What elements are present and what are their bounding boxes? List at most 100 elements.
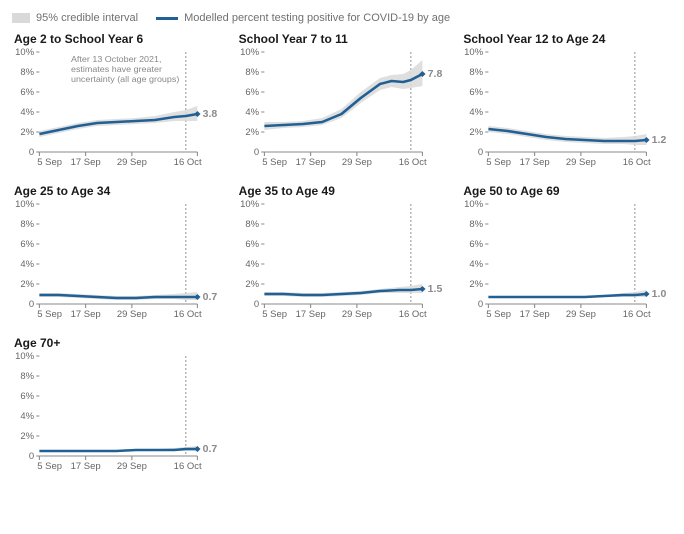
plot-area: 02%4%6%8%10%1.55 Sep17 Sep29 Sep16 Oct: [237, 200, 448, 322]
svg-text:0: 0: [29, 147, 34, 157]
svg-text:0: 0: [254, 147, 259, 157]
svg-text:2%: 2%: [470, 127, 484, 137]
svg-text:6%: 6%: [20, 391, 34, 401]
chart-panel: Age 50 to Age 69 0 2% 4% 6% 8% 10% 1.0 5 Sep 17 S…: [461, 184, 672, 322]
svg-text:5 Sep: 5 Sep: [37, 157, 62, 167]
svg-text:2%: 2%: [20, 127, 34, 137]
panel-title: School Year 12 to Age 24: [463, 32, 672, 46]
svg-text:4%: 4%: [470, 259, 484, 269]
svg-text:0: 0: [478, 299, 483, 309]
svg-text:5 Sep: 5 Sep: [262, 309, 287, 319]
chart-panel: Age 25 to Age 3402%4%6%8%10%0.75 Sep17 S…: [12, 184, 223, 322]
svg-text:8%: 8%: [245, 67, 259, 77]
svg-text:29 Sep: 29 Sep: [117, 157, 147, 167]
plot-area: 0 2% 4% 6% 8% 10% 1.0 5 Sep 17 Sep 29 Sep 16 Oct: [461, 200, 672, 322]
svg-text:8%: 8%: [20, 219, 34, 229]
end-label: 0.7: [203, 292, 218, 303]
svg-text:10%: 10%: [15, 48, 34, 57]
svg-text:29 Sep: 29 Sep: [566, 157, 596, 167]
svg-text:10%: 10%: [464, 200, 483, 209]
svg-text:29 Sep: 29 Sep: [342, 309, 372, 319]
legend-ci-label: 95% credible interval: [36, 12, 138, 24]
legend-ci: 95% credible interval: [12, 12, 138, 24]
svg-text:6%: 6%: [470, 239, 484, 249]
svg-text:5 Sep: 5 Sep: [37, 309, 62, 319]
chart-panel: School Year 12 to Age 24 0 2% 4% 6% 8% 10% 1.2 5…: [461, 32, 672, 170]
panel-title: Age 25 to Age 34: [14, 184, 223, 198]
end-label: 0.7: [203, 444, 218, 455]
uncertainty-note: After 13 October 2021,: [71, 54, 161, 64]
svg-text:10%: 10%: [15, 200, 34, 209]
svg-text:10%: 10%: [15, 352, 34, 361]
svg-text:4%: 4%: [20, 107, 34, 117]
svg-text:0: 0: [29, 451, 34, 461]
svg-text:17 Sep: 17 Sep: [71, 309, 101, 319]
svg-text:8%: 8%: [470, 219, 484, 229]
small-multiples-grid: Age 2 to School Year 6 0 2% 4% 6% 8% 10% 3.8 5 S…: [12, 32, 672, 474]
svg-text:2%: 2%: [20, 279, 34, 289]
plot-area: 02%4%6%8%10%3.85 Sep17 Sep29 Sep16 OctAf…: [12, 48, 223, 170]
svg-text:4%: 4%: [470, 107, 484, 117]
ci-swatch-icon: [12, 13, 30, 23]
svg-text:8%: 8%: [20, 67, 34, 77]
chart-panel: Age 35 to Age 4902%4%6%8%10%1.55 Sep17 S…: [237, 184, 448, 322]
panel-title: Age 50 to Age 69: [463, 184, 672, 198]
svg-text:6%: 6%: [245, 87, 259, 97]
svg-text:10%: 10%: [464, 48, 483, 57]
svg-text:2%: 2%: [20, 431, 34, 441]
svg-text:4%: 4%: [245, 107, 259, 117]
svg-text:8%: 8%: [470, 67, 484, 77]
svg-text:16 Oct: 16 Oct: [398, 309, 426, 319]
panel-title: Age 2 to School Year 6: [14, 32, 223, 46]
plot-area: 02%4%6%8%10%0.75 Sep17 Sep29 Sep16 Oct: [12, 352, 223, 474]
end-label: 7.8: [427, 69, 442, 80]
legend-line: Modelled percent testing positive for CO…: [156, 12, 450, 24]
svg-text:4%: 4%: [245, 259, 259, 269]
svg-text:0: 0: [478, 147, 483, 157]
uncertainty-note: estimates have greater: [71, 64, 162, 74]
panel-title: Age 70+: [14, 336, 223, 350]
svg-text:2%: 2%: [470, 279, 484, 289]
legend-line-label: Modelled percent testing positive for CO…: [184, 12, 450, 24]
svg-text:16 Oct: 16 Oct: [174, 461, 202, 471]
svg-text:10%: 10%: [240, 48, 259, 57]
plot-area: 02%4%6%8%10%0.75 Sep17 Sep29 Sep16 Oct: [12, 200, 223, 322]
svg-text:8%: 8%: [245, 219, 259, 229]
chart-panel: Age 70+02%4%6%8%10%0.75 Sep17 Sep29 Sep1…: [12, 336, 223, 474]
svg-text:17 Sep: 17 Sep: [520, 309, 550, 319]
svg-text:16 Oct: 16 Oct: [623, 309, 651, 319]
svg-text:2%: 2%: [245, 279, 259, 289]
chart-panel: School Year 7 to 1102%4%6%8%10%7.85 Sep1…: [237, 32, 448, 170]
chart-panel: Age 2 to School Year 6 0 2% 4% 6% 8% 10% 3.8 5 S…: [12, 32, 223, 170]
svg-text:6%: 6%: [20, 87, 34, 97]
svg-text:16 Oct: 16 Oct: [623, 157, 651, 167]
svg-text:4%: 4%: [20, 411, 34, 421]
legend: 95% credible interval Modelled percent t…: [12, 12, 672, 24]
svg-text:0: 0: [254, 299, 259, 309]
panel-title: School Year 7 to 11: [239, 32, 448, 46]
svg-text:10%: 10%: [240, 200, 259, 209]
end-label: 3.8: [203, 109, 218, 120]
svg-text:4%: 4%: [20, 259, 34, 269]
svg-text:2%: 2%: [245, 127, 259, 137]
svg-text:17 Sep: 17 Sep: [71, 157, 101, 167]
svg-text:29 Sep: 29 Sep: [117, 461, 147, 471]
svg-text:17 Sep: 17 Sep: [71, 461, 101, 471]
svg-text:6%: 6%: [245, 239, 259, 249]
svg-text:29 Sep: 29 Sep: [342, 157, 372, 167]
end-label: 1.2: [652, 135, 667, 146]
svg-text:29 Sep: 29 Sep: [117, 309, 147, 319]
svg-text:17 Sep: 17 Sep: [295, 157, 325, 167]
end-label: 1.0: [652, 289, 667, 300]
svg-text:17 Sep: 17 Sep: [520, 157, 550, 167]
panel-title: Age 35 to Age 49: [239, 184, 448, 198]
svg-text:6%: 6%: [470, 87, 484, 97]
svg-text:5 Sep: 5 Sep: [487, 157, 512, 167]
svg-text:16 Oct: 16 Oct: [174, 309, 202, 319]
svg-text:29 Sep: 29 Sep: [566, 309, 596, 319]
end-label: 1.5: [427, 284, 442, 295]
svg-text:5 Sep: 5 Sep: [37, 461, 62, 471]
plot-area: 0 2% 4% 6% 8% 10% 1.2 5 Sep 17 Sep 29 Sep 16 Oct: [461, 48, 672, 170]
svg-text:5 Sep: 5 Sep: [487, 309, 512, 319]
svg-text:0: 0: [29, 299, 34, 309]
